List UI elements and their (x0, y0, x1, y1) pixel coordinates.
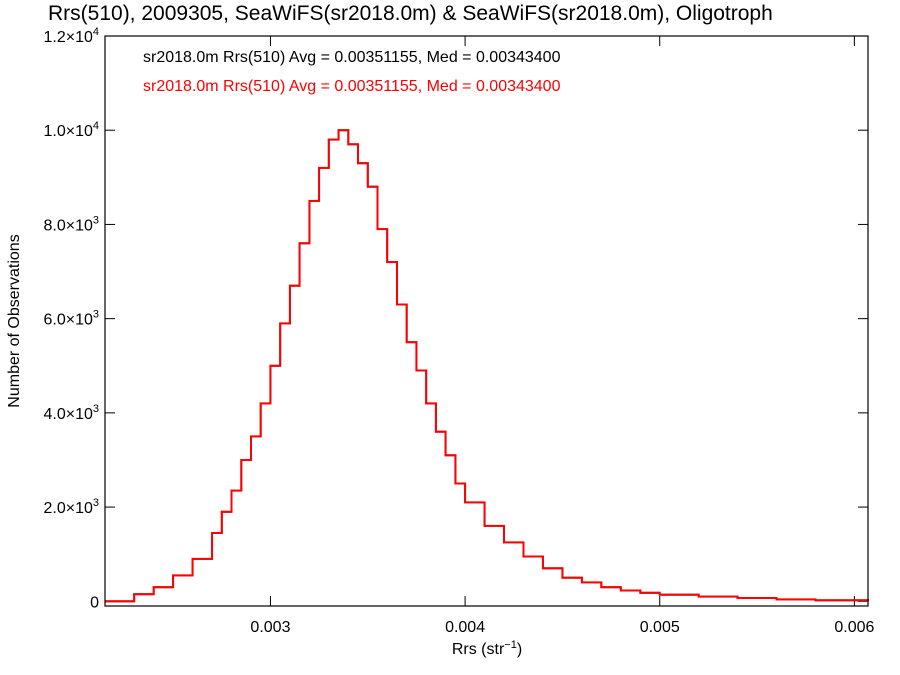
y-tick-label: 2.0×103 (43, 497, 99, 517)
x-axis-title: Rrs (str−1) (452, 639, 522, 658)
histogram-series-2 (105, 129, 869, 603)
x-axis-title-end: ) (517, 641, 522, 658)
x-tick-label: 0.003 (250, 619, 290, 636)
y-axis-title: Number of Observations (6, 234, 23, 407)
series-layer (105, 129, 869, 603)
x-axis-title-sup: −1 (504, 639, 517, 651)
axis-ticks (105, 35, 868, 606)
y-tick-label: 1.2×104 (43, 26, 99, 46)
y-tick-label: 6.0×103 (43, 309, 99, 329)
plot-frame (104, 35, 869, 607)
chart-title: Rrs(510), 2009305, SeaWiFS(sr2018.0m) & … (48, 2, 773, 25)
y-tick-labels: 0 2.0×103 4.0×103 6.0×103 8.0×103 1.0×104 1.2×… (43, 26, 99, 611)
x-tick-label: 0.004 (445, 619, 485, 636)
x-tick-labels: 0.003 0.004 0.005 0.006 (250, 619, 874, 636)
x-axis-title-main: Rrs (str (452, 641, 505, 658)
legend-entry-black: sr2018.0m Rrs(510) Avg = 0.00351155, Med… (143, 49, 561, 66)
y-tick-label: 1.0×104 (43, 120, 99, 140)
histogram-series-1 (105, 129, 869, 603)
x-tick-label: 0.006 (834, 619, 874, 636)
y-tick-label: 0 (90, 594, 99, 611)
x-tick-label: 0.005 (640, 619, 680, 636)
y-tick-label: 8.0×103 (43, 214, 99, 234)
y-tick-label: 4.0×103 (43, 403, 99, 423)
legend-entry-red: sr2018.0m Rrs(510) Avg = 0.00351155, Med… (143, 78, 561, 95)
